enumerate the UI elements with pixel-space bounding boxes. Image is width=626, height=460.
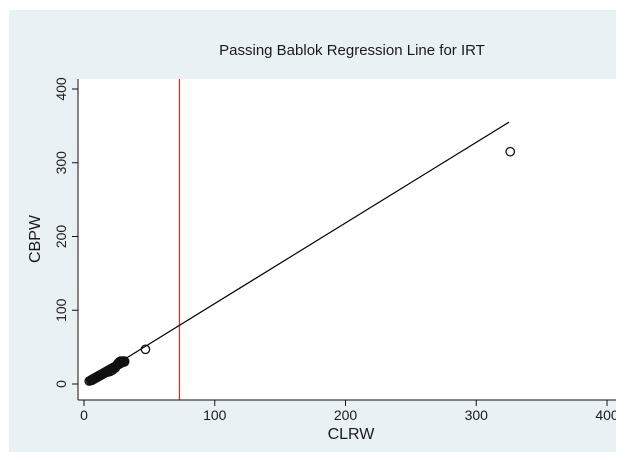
scatter-point [119,356,130,366]
y-tick-label: 300 [53,151,69,175]
x-tick-label: 0 [80,407,88,423]
y-axis: 0 100 200 300 400 [53,77,79,400]
chart-title: Passing Bablok Regression Line for IRT [219,42,485,59]
plot-area [78,79,616,400]
chart-marks [84,79,516,400]
scatter-point [140,344,151,355]
y-tick-label: 100 [53,298,69,322]
chart-panel: Passing Bablok Regression Line for IRT 0… [9,10,616,452]
y-tick-label: 0 [53,380,69,388]
scatter-point [505,146,516,157]
x-axis-label: CLRW [328,426,376,443]
y-tick-label: 200 [53,225,69,249]
x-axis: 0 100 200 300 400 [78,399,616,423]
x-tick-label: 400 [595,407,616,423]
x-tick-label: 100 [203,407,227,423]
chart-svg: Passing Bablok Regression Line for IRT 0… [27,42,616,443]
x-tick-label: 200 [334,407,358,423]
y-axis-label: CBPW [27,214,44,263]
y-tick-label: 400 [53,77,69,101]
x-tick-label: 300 [465,407,489,423]
regression-line [87,121,510,383]
